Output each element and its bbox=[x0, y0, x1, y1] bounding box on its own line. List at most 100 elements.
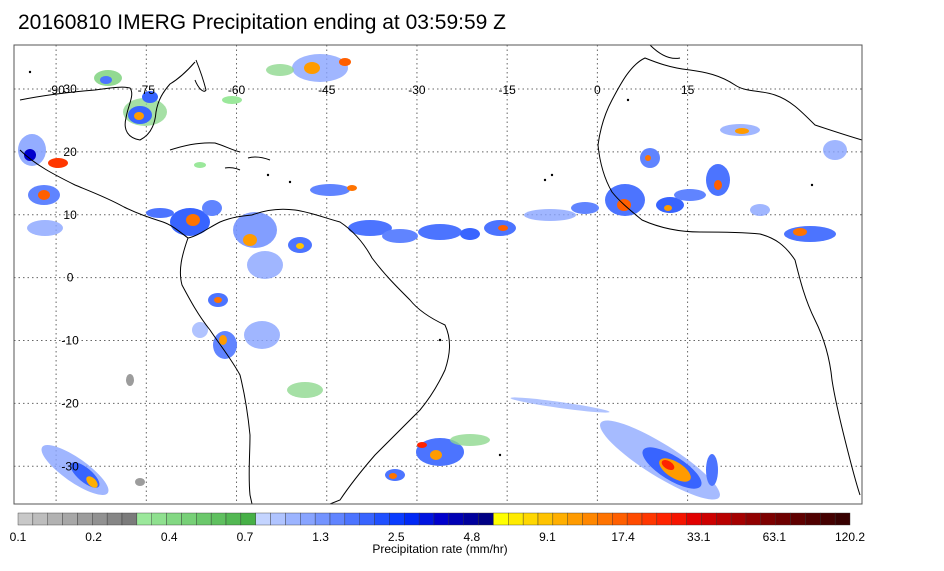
lon-tick-label: -30 bbox=[408, 83, 426, 97]
island bbox=[498, 453, 502, 457]
colorbar-swatch bbox=[136, 512, 152, 526]
lon-tick-label: 15 bbox=[681, 83, 695, 97]
colorbar-label: Precipitation rate (mm/hr) bbox=[372, 542, 507, 556]
lat-tick-label: 20 bbox=[63, 145, 77, 159]
island bbox=[266, 173, 270, 177]
rain-area bbox=[266, 64, 294, 76]
colorbar-swatch bbox=[32, 512, 48, 526]
colorbar-swatch bbox=[671, 512, 687, 526]
colorbar-swatch bbox=[626, 512, 643, 526]
colorbar-swatch bbox=[508, 512, 524, 526]
rain-area bbox=[27, 220, 63, 236]
coastline-jamaica bbox=[224, 167, 241, 171]
rain-area bbox=[194, 162, 206, 168]
colorbar-swatch bbox=[121, 512, 138, 526]
colorbar-swatch bbox=[210, 512, 227, 526]
rain-area bbox=[192, 322, 208, 338]
colorbar-swatch bbox=[418, 512, 435, 526]
colorbar-swatch bbox=[404, 512, 420, 526]
coastline-iberia bbox=[649, 45, 681, 59]
rain-area bbox=[222, 96, 242, 104]
colorbar-swatch bbox=[730, 512, 747, 526]
colorbar-tick-label: 17.4 bbox=[611, 530, 635, 544]
rain-area bbox=[656, 197, 684, 213]
colorbar bbox=[17, 512, 851, 526]
island bbox=[288, 180, 292, 184]
rain-area bbox=[450, 434, 490, 446]
colorbar-swatch bbox=[597, 512, 613, 526]
rain-core bbox=[86, 476, 98, 488]
island bbox=[626, 98, 630, 102]
colorbar-swatch bbox=[834, 512, 851, 526]
colorbar-tick-label: 63.1 bbox=[763, 530, 787, 544]
coastline-cuba bbox=[169, 142, 241, 153]
rain-area bbox=[247, 251, 283, 279]
colorbar-swatch bbox=[760, 512, 776, 526]
colorbar-swatch bbox=[106, 512, 123, 526]
colorbar-swatch bbox=[775, 512, 791, 526]
rain-core bbox=[347, 185, 357, 191]
colorbar-tick-label: 0.1 bbox=[10, 530, 27, 544]
coastline-south-america-west bbox=[179, 237, 253, 504]
rain-core bbox=[498, 225, 508, 231]
rain-core bbox=[417, 442, 427, 448]
rain-area bbox=[382, 229, 418, 243]
colorbar-swatch bbox=[433, 512, 450, 526]
colorbar-swatch bbox=[612, 512, 628, 526]
colorbar-swatch bbox=[745, 512, 762, 526]
colorbar-swatch bbox=[552, 512, 568, 526]
coastline-hispaniola bbox=[247, 156, 271, 161]
colorbar-swatch bbox=[567, 512, 583, 526]
colorbar-swatch bbox=[181, 512, 197, 526]
rain-area bbox=[750, 204, 770, 216]
island bbox=[543, 178, 547, 182]
colorbar-swatch bbox=[17, 512, 34, 526]
colorbar-tick-label: 4.8 bbox=[463, 530, 480, 544]
colorbar-tick-label: 0.2 bbox=[85, 530, 102, 544]
lon-tick-label: -75 bbox=[138, 83, 156, 97]
colorbar-swatch bbox=[790, 512, 806, 526]
graticule bbox=[14, 45, 862, 504]
coastline-africa bbox=[597, 57, 862, 496]
colorbar-swatch bbox=[77, 512, 93, 526]
islands bbox=[28, 70, 814, 457]
colorbar-swatch bbox=[805, 512, 821, 526]
rain-core bbox=[389, 473, 397, 479]
coastline-gulf bbox=[19, 61, 196, 141]
map-title: 20160810 IMERG Precipitation ending at 0… bbox=[18, 11, 506, 34]
colorbar-swatch bbox=[255, 512, 271, 526]
lon-tick-label: -90 bbox=[47, 83, 65, 97]
lat-tick-label: 0 bbox=[67, 271, 74, 285]
rain-area bbox=[100, 76, 112, 84]
island bbox=[810, 183, 814, 187]
rain-area bbox=[146, 208, 174, 218]
colorbar-swatch bbox=[196, 512, 212, 526]
rain-core bbox=[243, 234, 257, 246]
lat-tick-label: -10 bbox=[61, 334, 79, 348]
colorbar-swatch bbox=[359, 512, 375, 526]
colorbar-tick-label: 0.7 bbox=[237, 530, 254, 544]
island bbox=[550, 173, 554, 177]
colorbar-swatch bbox=[92, 512, 108, 526]
colorbar-swatch bbox=[344, 512, 360, 526]
colorbar-tick-label: 9.1 bbox=[539, 530, 556, 544]
colorbar-swatch bbox=[701, 512, 717, 526]
rain-area bbox=[310, 184, 350, 196]
rain-core bbox=[38, 190, 50, 200]
rain-area bbox=[135, 478, 145, 486]
rain-core bbox=[645, 155, 651, 161]
colorbar-swatch bbox=[686, 512, 702, 526]
coastline-central-america bbox=[19, 149, 253, 239]
lat-tick-label: 30 bbox=[63, 82, 77, 96]
colorbar-swatch bbox=[582, 512, 598, 526]
lon-tick-label: -45 bbox=[318, 83, 336, 97]
colorbar-swatch bbox=[463, 512, 479, 526]
colorbar-tick-label: 1.3 bbox=[312, 530, 329, 544]
rain-area bbox=[24, 149, 36, 161]
colorbar-swatch bbox=[151, 512, 167, 526]
rain-area bbox=[348, 220, 392, 236]
rain-core bbox=[664, 205, 672, 211]
rain-core bbox=[219, 335, 227, 345]
rain-area bbox=[823, 140, 847, 160]
rain-area bbox=[244, 321, 280, 349]
